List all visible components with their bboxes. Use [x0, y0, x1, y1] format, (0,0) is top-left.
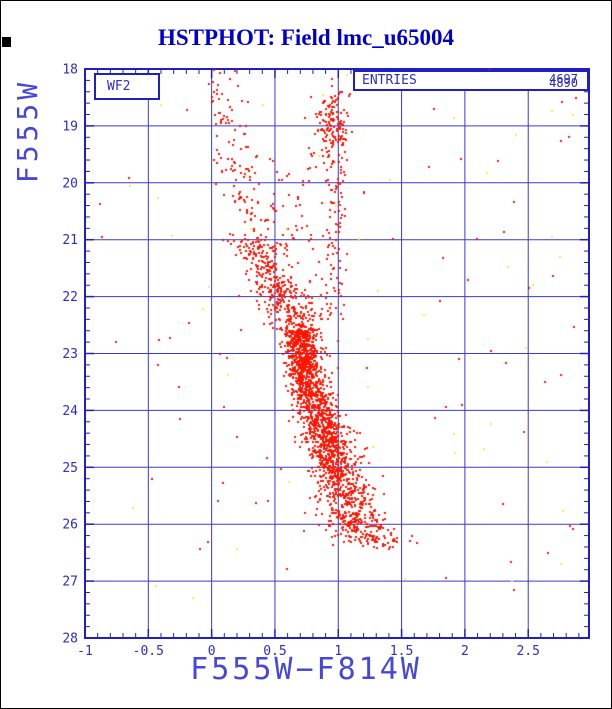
- entries-stats-box: ENTRIES 4697 4890: [353, 70, 589, 91]
- corner-marker: [2, 37, 11, 47]
- entries-value-primary: 4697: [549, 72, 578, 86]
- entries-label: ENTRIES: [362, 73, 417, 88]
- entries-value-secondary: 4890: [549, 76, 578, 90]
- detector-label-box: WF2: [94, 73, 160, 100]
- detector-label: WF2: [107, 79, 131, 94]
